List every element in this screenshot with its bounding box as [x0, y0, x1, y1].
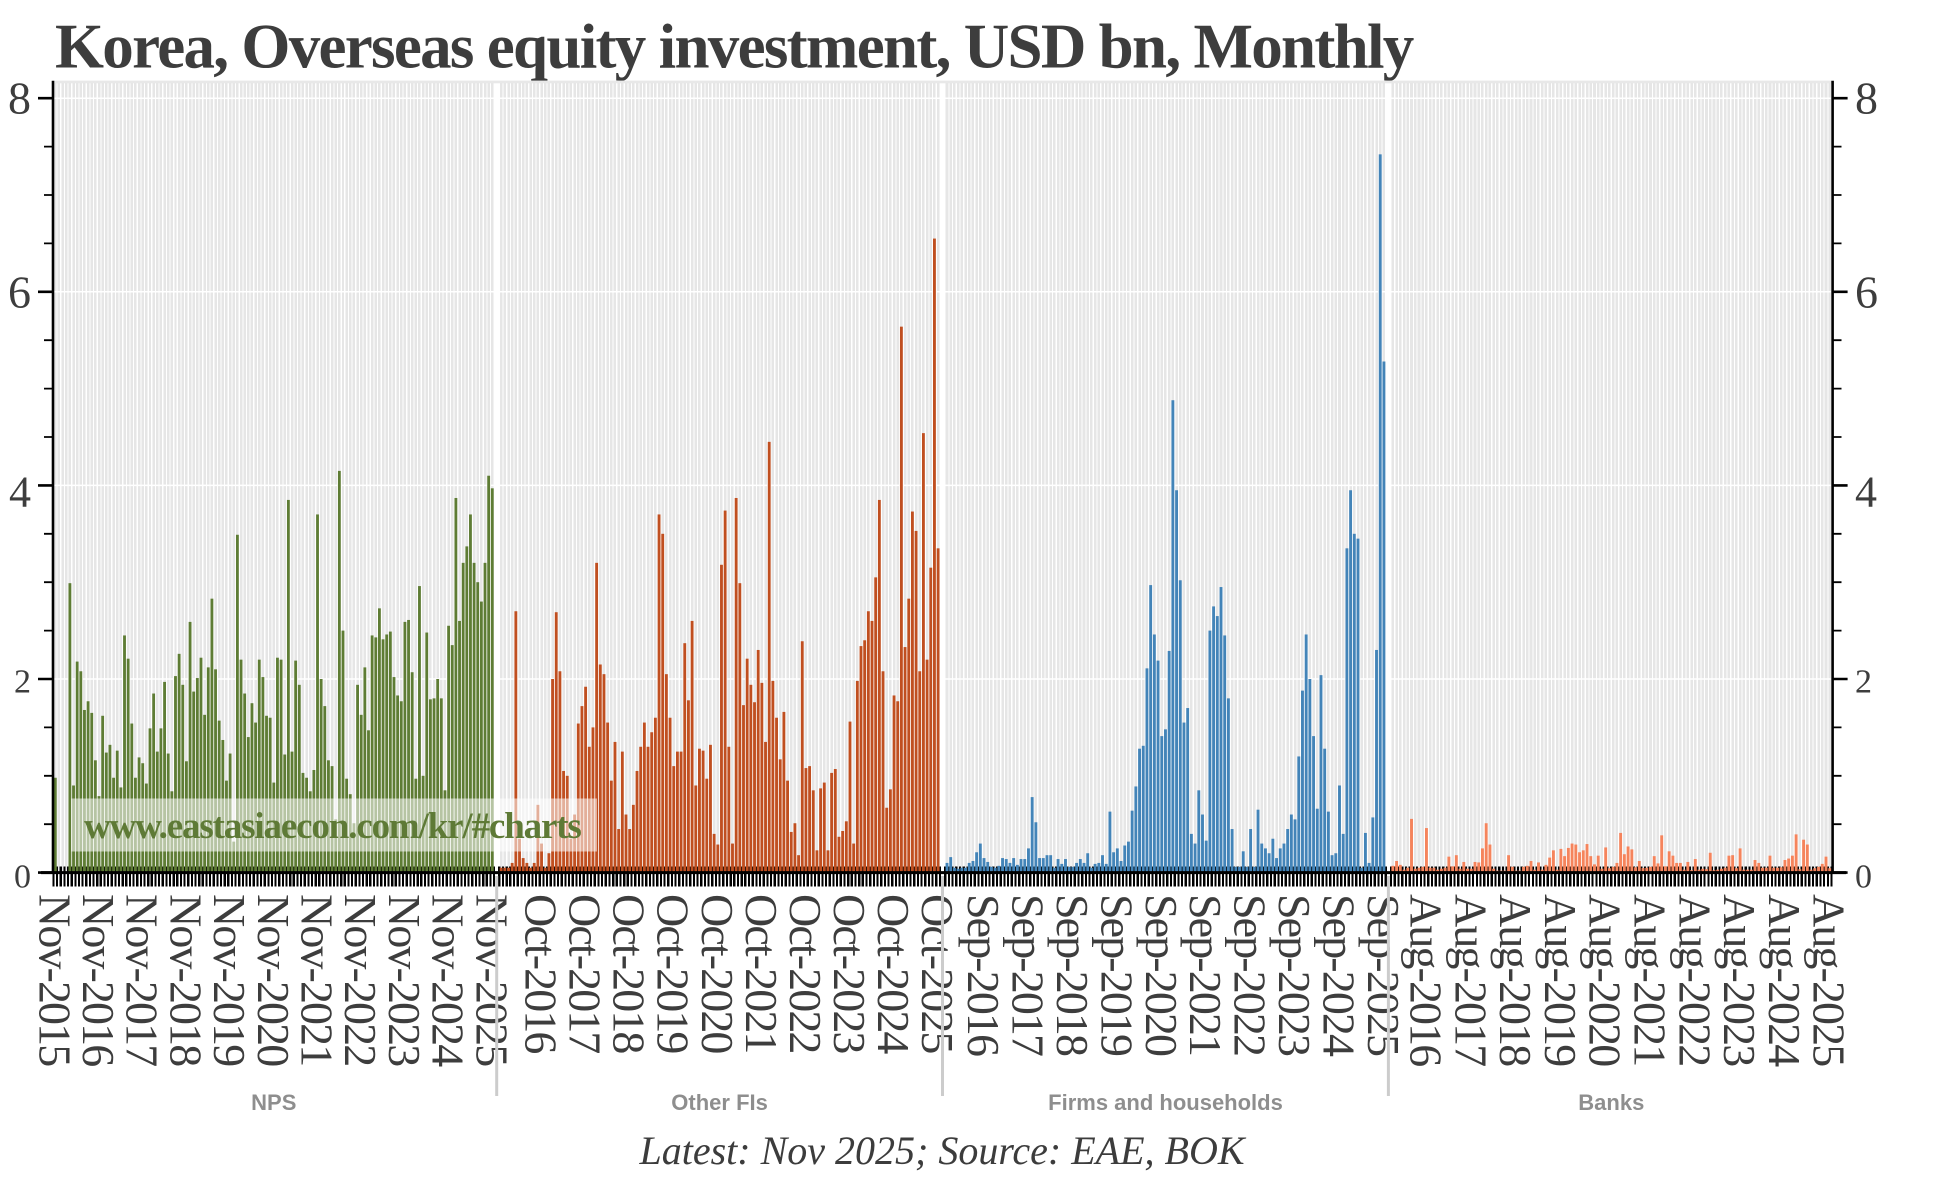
svg-text:Nov-2021: Nov-2021	[292, 894, 343, 1065]
svg-text:Sep-2016: Sep-2016	[958, 894, 1009, 1056]
svg-text:Aug-2018: Aug-2018	[1490, 894, 1541, 1066]
svg-text:www.eastasiaecon.com/kr/#chart: www.eastasiaecon.com/kr/#charts	[84, 806, 581, 847]
svg-text:2: 2	[1855, 663, 1872, 700]
svg-text:Nov-2022: Nov-2022	[335, 894, 386, 1065]
svg-text:Oct-2018: Oct-2018	[604, 894, 655, 1053]
svg-text:Latest: Nov 2025; Source: EAE,: Latest: Nov 2025; Source: EAE, BOK	[638, 1128, 1246, 1173]
svg-text:Sep-2022: Sep-2022	[1225, 894, 1276, 1055]
svg-text:Oct-2016: Oct-2016	[516, 894, 567, 1053]
svg-text:Nov-2015: Nov-2015	[29, 894, 80, 1066]
svg-text:Sep-2023: Sep-2023	[1269, 894, 1320, 1056]
svg-text:0: 0	[1855, 859, 1872, 896]
svg-text:Oct-2017: Oct-2017	[560, 894, 611, 1053]
svg-text:Aug-2025: Aug-2025	[1804, 894, 1855, 1066]
svg-text:4: 4	[9, 467, 31, 516]
svg-text:8: 8	[8, 73, 31, 124]
svg-text:Sep-2021: Sep-2021	[1180, 894, 1231, 1055]
svg-text:Oct-2022: Oct-2022	[780, 894, 831, 1053]
svg-text:Sep-2017: Sep-2017	[1003, 894, 1054, 1056]
svg-text:0: 0	[14, 859, 31, 896]
svg-text:4: 4	[1855, 467, 1877, 516]
svg-text:Aug-2017: Aug-2017	[1445, 894, 1496, 1066]
svg-text:Aug-2022: Aug-2022	[1669, 894, 1720, 1065]
svg-text:Sep-2024: Sep-2024	[1314, 894, 1365, 1057]
svg-text:Sep-2020: Sep-2020	[1136, 894, 1187, 1056]
svg-text:Other FIs: Other FIs	[671, 1090, 768, 1115]
svg-text:Sep-2025: Sep-2025	[1358, 894, 1409, 1056]
svg-text:Aug-2024: Aug-2024	[1759, 894, 1810, 1067]
svg-text:Banks: Banks	[1578, 1090, 1644, 1115]
svg-text:Aug-2021: Aug-2021	[1625, 894, 1676, 1065]
svg-text:Aug-2019: Aug-2019	[1535, 894, 1586, 1066]
svg-text:Aug-2016: Aug-2016	[1400, 894, 1451, 1066]
svg-text:Nov-2023: Nov-2023	[379, 894, 430, 1066]
svg-text:Sep-2018: Sep-2018	[1047, 894, 1098, 1056]
svg-text:Oct-2023: Oct-2023	[824, 894, 875, 1053]
svg-text:Nov-2024: Nov-2024	[423, 894, 474, 1067]
svg-text:Firms and households: Firms and households	[1048, 1090, 1283, 1115]
svg-text:Aug-2023: Aug-2023	[1714, 894, 1765, 1066]
svg-text:Nov-2018: Nov-2018	[160, 894, 211, 1066]
svg-text:Aug-2020: Aug-2020	[1580, 894, 1631, 1066]
svg-text:Nov-2019: Nov-2019	[204, 894, 255, 1066]
svg-text:Oct-2024: Oct-2024	[868, 894, 919, 1054]
svg-text:6: 6	[8, 266, 31, 317]
svg-text:Nov-2020: Nov-2020	[248, 894, 299, 1066]
svg-text:6: 6	[1855, 266, 1878, 317]
svg-text:Oct-2019: Oct-2019	[648, 894, 699, 1053]
svg-text:Sep-2019: Sep-2019	[1091, 894, 1142, 1056]
svg-text:2: 2	[14, 663, 31, 700]
svg-text:Nov-2025: Nov-2025	[466, 894, 517, 1066]
svg-text:Korea, Overseas equity investm: Korea, Overseas equity investment, USD b…	[55, 12, 1414, 82]
svg-text:Oct-2021: Oct-2021	[736, 894, 787, 1053]
svg-text:Nov-2016: Nov-2016	[73, 894, 124, 1066]
svg-text:Oct-2020: Oct-2020	[692, 894, 743, 1053]
svg-text:8: 8	[1855, 73, 1878, 124]
svg-text:Oct-2025: Oct-2025	[912, 894, 963, 1053]
svg-text:NPS: NPS	[251, 1090, 296, 1115]
svg-text:Nov-2017: Nov-2017	[117, 894, 168, 1066]
